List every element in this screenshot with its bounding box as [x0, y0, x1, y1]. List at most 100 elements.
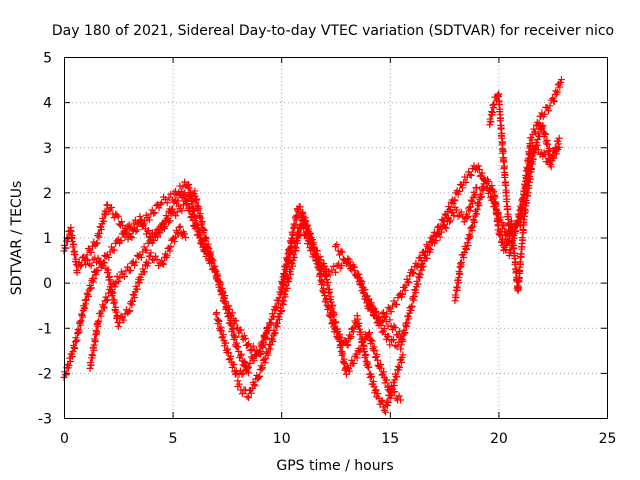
- data-point: [380, 313, 388, 321]
- data-point: [195, 228, 203, 236]
- data-point: [502, 186, 510, 194]
- data-point: [245, 363, 253, 371]
- data-point: [310, 243, 318, 251]
- data-point: [128, 301, 136, 309]
- data-point: [97, 263, 105, 271]
- data-point: [289, 231, 297, 239]
- data-point: [391, 342, 399, 350]
- data-point: [327, 309, 335, 317]
- y-tick-label: -1: [38, 321, 52, 337]
- data-point: [212, 310, 220, 318]
- data-point: [125, 221, 133, 229]
- data-point: [545, 107, 553, 115]
- data-point: [105, 253, 113, 261]
- data-point: [145, 216, 153, 224]
- data-point: [378, 396, 386, 404]
- data-point: [245, 394, 253, 402]
- data-point: [544, 140, 552, 148]
- data-point: [393, 300, 401, 308]
- data-point: [226, 305, 234, 313]
- data-point: [99, 303, 107, 311]
- data-point: [547, 163, 555, 171]
- data-point: [512, 227, 520, 235]
- data-point: [113, 312, 121, 320]
- data-point: [165, 244, 173, 252]
- data-point: [160, 225, 168, 233]
- data-point: [342, 370, 350, 378]
- y-tick-label: 0: [43, 276, 52, 292]
- data-point: [156, 229, 164, 237]
- data-point: [90, 275, 98, 283]
- data-point: [374, 390, 382, 398]
- data-point: [208, 256, 216, 264]
- data-point: [127, 224, 135, 232]
- data-point: [499, 148, 507, 156]
- data-point: [336, 330, 344, 338]
- data-point: [386, 316, 394, 324]
- data-point: [523, 199, 531, 207]
- data-point: [395, 328, 403, 336]
- data-point: [261, 359, 269, 367]
- data-point: [332, 268, 339, 276]
- data-point: [274, 319, 282, 327]
- data-point: [153, 256, 161, 264]
- data-point: [341, 337, 349, 345]
- data-point: [260, 355, 268, 363]
- data-point: [114, 323, 122, 331]
- data-point: [409, 268, 417, 276]
- data-point: [155, 228, 163, 236]
- data-point: [485, 178, 493, 186]
- data-point: [104, 266, 112, 274]
- data-point: [557, 76, 565, 84]
- data-point: [346, 367, 354, 375]
- data-point: [211, 263, 219, 271]
- data-point: [137, 253, 145, 261]
- data-point: [390, 381, 398, 389]
- data-point: [344, 255, 352, 263]
- data-point: [515, 284, 523, 292]
- data-point: [90, 341, 98, 349]
- data-point: [86, 285, 94, 293]
- data-point: [469, 222, 477, 230]
- data-point: [346, 265, 354, 273]
- data-point: [522, 182, 530, 190]
- data-point: [403, 319, 411, 327]
- series-track-1: [60, 178, 216, 277]
- data-point: [412, 289, 420, 297]
- data-point: [368, 302, 376, 310]
- data-point: [464, 212, 472, 220]
- data-point: [147, 249, 155, 257]
- data-point: [106, 205, 114, 213]
- data-point: [269, 337, 277, 345]
- data-point: [317, 269, 325, 277]
- data-point: [236, 352, 244, 360]
- data-point: [176, 182, 184, 190]
- data-point: [250, 381, 258, 389]
- data-point: [326, 271, 334, 279]
- data-point: [85, 260, 93, 268]
- data-point: [517, 260, 525, 268]
- data-point: [280, 270, 288, 278]
- data-point: [271, 329, 279, 337]
- data-point: [501, 171, 509, 179]
- data-point: [494, 91, 502, 99]
- data-point: [365, 329, 373, 337]
- data-point: [541, 150, 549, 158]
- data-point: [246, 359, 254, 367]
- data-point: [62, 371, 70, 379]
- data-point: [87, 361, 95, 369]
- data-point: [266, 345, 274, 353]
- data-point: [150, 209, 158, 217]
- data-point: [362, 351, 370, 359]
- data-point: [466, 171, 474, 179]
- data-point: [207, 248, 215, 256]
- data-point: [363, 334, 371, 342]
- data-point: [380, 368, 388, 376]
- data-point: [549, 97, 557, 105]
- data-point: [357, 280, 365, 288]
- data-point: [344, 341, 352, 349]
- data-point: [271, 329, 279, 337]
- data-point: [463, 246, 471, 254]
- data-point: [414, 280, 422, 288]
- data-point: [296, 203, 304, 211]
